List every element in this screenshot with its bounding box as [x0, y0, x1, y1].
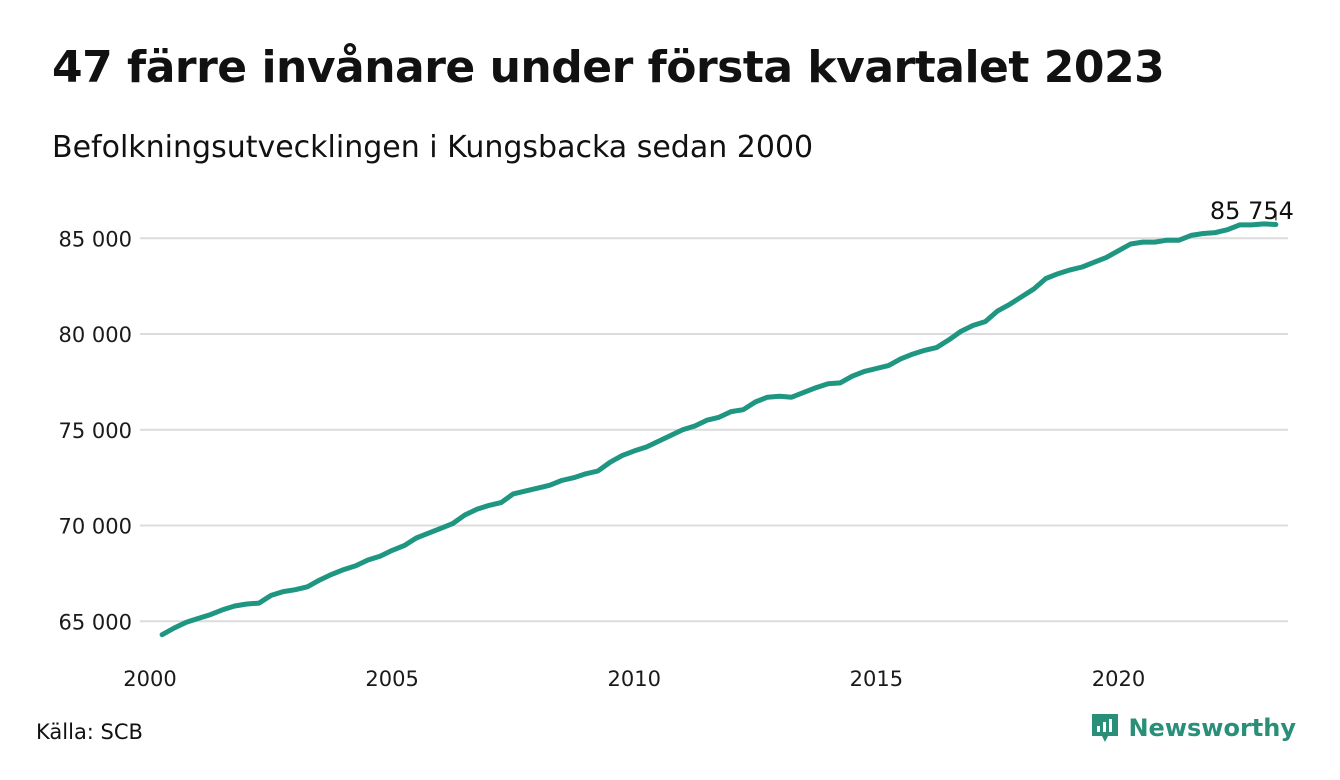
chart-title: 47 färre invånare under första kvartalet…: [52, 42, 1165, 93]
source-label: Källa: SCB: [36, 720, 143, 744]
newsworthy-logo-icon: [1092, 714, 1119, 742]
brand-name: Newsworthy: [1128, 714, 1296, 742]
x-tick-label: 2000: [123, 667, 176, 691]
y-tick-label: 85 000: [59, 227, 132, 251]
x-tick-label: 2020: [1092, 667, 1145, 691]
y-tick-label: 80 000: [59, 323, 132, 347]
end-value-label: 85 754: [1210, 197, 1294, 225]
y-tick-label: 65 000: [59, 610, 132, 634]
chart-subtitle: Befolkningsutvecklingen i Kungsbacka sed…: [52, 130, 814, 165]
series-line: [159, 221, 1279, 638]
y-tick-label: 70 000: [59, 515, 132, 539]
x-tick-label: 2010: [608, 667, 661, 691]
brand-logo[interactable]: Newsworthy: [1090, 712, 1296, 744]
x-tick-label: 2005: [365, 667, 418, 691]
y-tick-label: 75 000: [59, 419, 132, 443]
x-tick-label: 2015: [850, 667, 903, 691]
